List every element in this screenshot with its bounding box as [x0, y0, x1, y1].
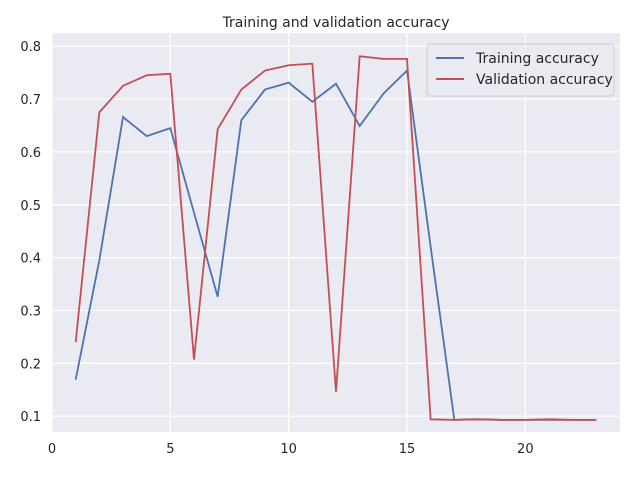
tick-labels: 0 5 10 15 20 0.1 0.2 0.3 0.4 0.5 0.6 0.7 0.8 [20, 40, 533, 457]
series-line-validation [74, 55, 597, 421]
y-tick-label: 0.5 [20, 199, 41, 214]
grid [51, 33, 620, 432]
y-tick-label: 0.2 [20, 357, 41, 372]
x-tick-label: 0 [48, 442, 56, 457]
x-tick-label: 10 [280, 442, 297, 457]
legend: Training accuracy Validation accuracy [426, 43, 615, 97]
legend-box [426, 43, 615, 97]
chart-title: Training and validation accuracy [221, 15, 449, 31]
series-lines [74, 55, 597, 421]
y-tick-label: 0.8 [20, 40, 41, 55]
y-tick-label: 0.7 [20, 93, 41, 108]
y-tick-label: 0.1 [20, 410, 41, 425]
y-tick-label: 0.3 [20, 304, 41, 319]
y-tick-label: 0.6 [20, 146, 41, 161]
legend-label-validation: Validation accuracy [476, 72, 613, 88]
x-tick-label: 20 [517, 442, 534, 457]
y-tick-label: 0.4 [20, 252, 41, 267]
legend-label-training: Training accuracy [475, 51, 599, 67]
x-tick-label: 15 [399, 442, 416, 457]
x-tick-label: 5 [166, 442, 174, 457]
